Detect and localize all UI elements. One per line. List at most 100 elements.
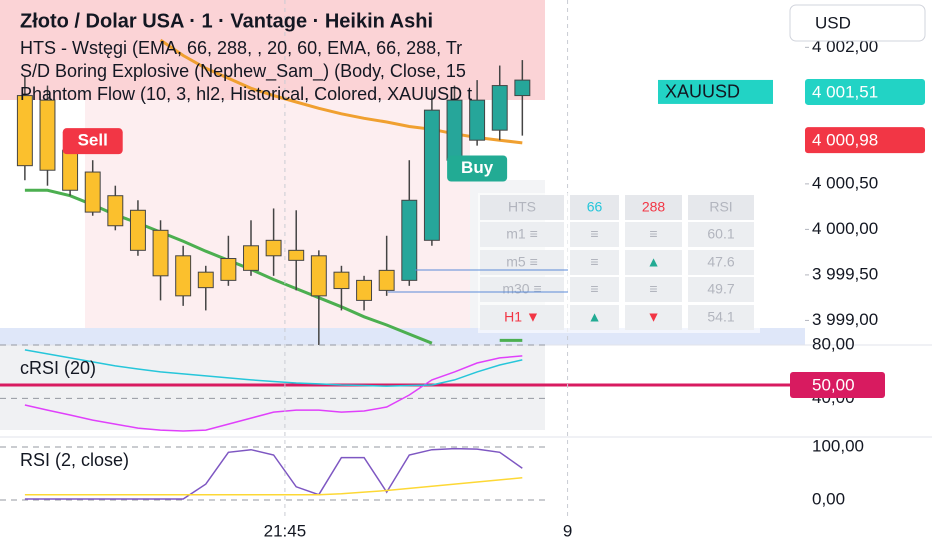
table-text: ▲ [647,254,661,270]
candle-body [378,269,395,291]
table-text: ▼ [647,309,661,325]
candle-body [107,195,124,227]
candle-body [84,171,101,213]
indicator-legend: HTS - Wstęgi (EMA, 66, 288, , 20, 60, EM… [20,38,462,58]
price-label: 4 000,98 [812,131,878,150]
signal-label: Sell [78,131,108,150]
candle-body [152,229,169,277]
candle-body [39,99,56,171]
candle-body [423,109,440,241]
symbol-badge [658,79,773,104]
candle-body [62,149,79,191]
table-text: 60.1 [707,226,734,242]
table-cell [570,222,619,247]
price-label: 4 001,51 [812,82,878,101]
y-tick-label: 4 000,00 [812,219,878,238]
table-cell [688,222,754,247]
currency-button[interactable] [789,4,926,42]
table-text: 47.6 [707,254,734,270]
table-cell [480,277,564,302]
candle-body [129,209,146,251]
table-cell [625,222,682,247]
indicator-line [24,349,523,387]
price-badge [805,127,925,154]
candle-body [243,245,259,271]
table-text: ≡ [649,226,657,242]
y-tick-label: 3 999,50 [812,264,878,283]
table-text: m30 ≡ [502,281,541,297]
candle-body [288,249,305,261]
price-badge [805,78,925,105]
zone-background [0,0,545,100]
y-tick-label: 80,00 [812,334,855,353]
table-cell [688,277,754,302]
table-cell [688,250,754,275]
table-text: ≡ [649,281,657,297]
overlay: Złoto / Dolar USA · 1 · Vantage · Heikin… [20,4,926,104]
table-cell [570,195,619,220]
level-label: 50,00 [812,375,855,394]
x-tick-label: 9 [563,521,572,540]
candle-body [446,99,463,161]
indicator-legend: Phantom Flow (10, 3, hl2, Historical, Co… [20,84,472,104]
pane-title: RSI (2, close) [20,450,129,470]
table-cell [480,195,564,220]
candle-body [220,258,237,281]
y-tick-label: 3 999,00 [812,310,878,329]
chart-title: Złoto / Dolar USA · 1 · Vantage · Heikin… [20,10,433,32]
table-cell [570,277,619,302]
table-text: 54.1 [707,309,734,325]
table-cell [480,305,564,330]
indicator-line [24,477,523,496]
table-cell [570,250,619,275]
table-text: H1 ▼ [504,309,540,325]
candle-body [514,79,531,97]
candle-body [356,279,373,301]
pane-title: cRSI (20) [20,358,96,378]
level-badge [790,372,885,398]
x-tick-label: 21:45 [264,521,307,540]
candle-body [175,255,192,297]
table-cell [480,250,564,275]
signal-badge [62,128,123,155]
table-text: 66 [587,199,603,215]
signal-badge [447,155,508,182]
candle-body [469,99,486,141]
symbol-label: XAUUSD [665,82,740,102]
y-tick-label: 4 000,50 [812,173,878,192]
candle-body [265,239,282,257]
table-text: HTS [508,199,536,215]
table-text: m1 ≡ [506,226,538,242]
zone-background [0,345,545,430]
table-text: 288 [642,199,666,215]
table-cell [625,250,682,275]
candle-body [16,95,33,167]
candle-body [401,199,418,281]
table-text: 49.7 [707,281,734,297]
table-text: ≡ [590,254,598,270]
y-tick-label: 0,00 [812,490,845,509]
table-cell [688,305,754,330]
table-cell [625,195,682,220]
table-text: ▲ [588,309,602,325]
table-text: ≡ [590,226,598,242]
y-tick-label: 4 002,00 [812,37,878,56]
indicator-line [24,355,523,432]
signal-label: Buy [461,158,494,177]
indicator-legend: S/D Boring Explosive (Nephew_Sam_) (Body… [20,61,466,82]
table-text: ≡ [590,281,598,297]
candle-body [197,271,214,289]
table-cell [480,222,564,247]
candle-body [310,255,327,297]
table-cell [625,305,682,330]
table-text: m5 ≡ [506,254,538,270]
table-cell [625,277,682,302]
table-cell [570,305,619,330]
candle-body [333,271,350,290]
table-text: RSI [709,199,732,215]
y-tick-label: 100,00 [812,437,864,456]
indicator-line [24,447,523,500]
table-cell [688,195,754,220]
